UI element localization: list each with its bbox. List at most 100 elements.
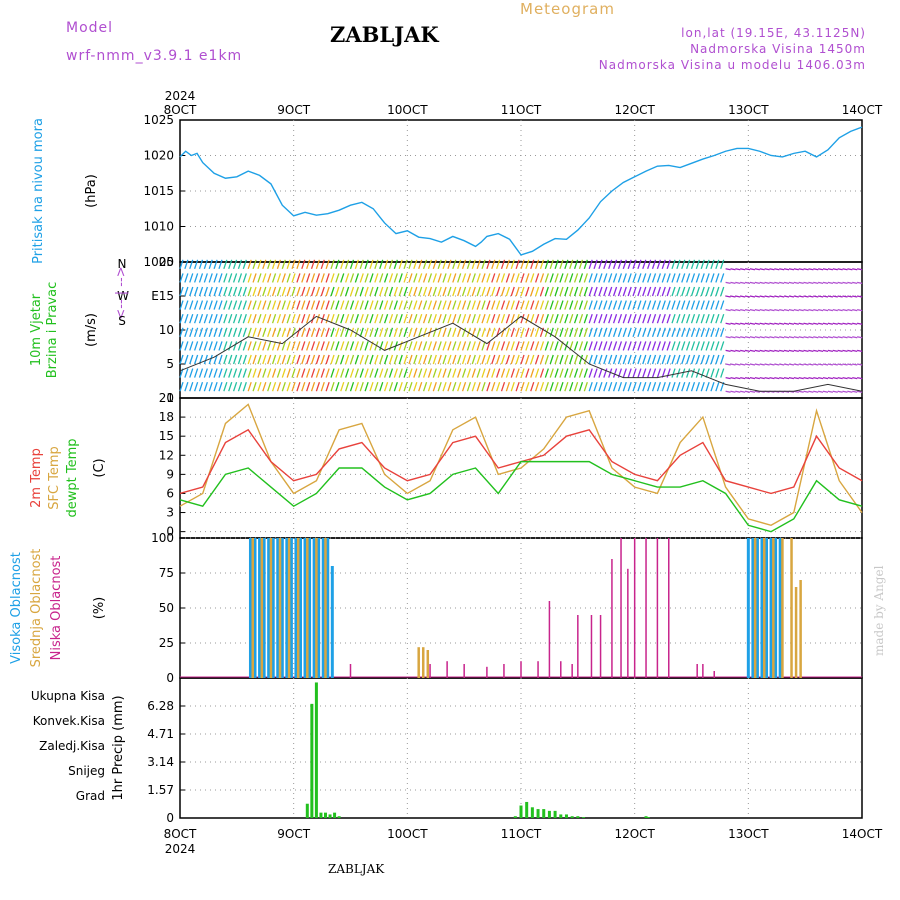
wind-barb — [783, 376, 790, 380]
wind-barb — [827, 336, 834, 339]
wind-barb — [452, 341, 457, 351]
wind-barb — [252, 381, 257, 392]
wind-barb — [408, 259, 413, 270]
wind-barb — [686, 327, 691, 338]
wind-barb — [281, 286, 286, 297]
cloud-high-bar — [276, 538, 280, 678]
wind-barb — [651, 354, 657, 365]
wind-barb — [310, 300, 316, 310]
wind-barb — [573, 368, 579, 378]
wind-barb — [744, 268, 751, 271]
wind-barb — [306, 259, 311, 270]
wind-barb — [656, 354, 662, 365]
cloud-high-bar — [769, 538, 773, 678]
wind-barb — [622, 259, 627, 270]
wind-barb — [232, 368, 238, 378]
wind-barb — [651, 341, 657, 351]
wind-barb — [686, 313, 691, 324]
wind-barb — [671, 381, 676, 392]
wind-barb — [364, 368, 369, 378]
wind-barb — [598, 273, 603, 283]
wind-barb — [427, 313, 433, 324]
wind-barb — [457, 354, 462, 365]
wind-barb — [813, 376, 819, 380]
wind-barb — [340, 327, 345, 338]
wind-barb — [798, 363, 804, 366]
wind-barb — [715, 259, 720, 270]
wind-barb — [632, 286, 637, 297]
cloud-ylabel-1: Visoka Oblacnost — [9, 552, 24, 664]
wind-barb — [608, 354, 613, 365]
wind-barb — [510, 368, 515, 378]
wind-barb — [793, 336, 799, 339]
wind-barb — [228, 273, 233, 283]
wind-barb — [666, 381, 671, 392]
wind-barb — [656, 327, 662, 338]
wind-barb — [471, 354, 476, 365]
wind-barb — [857, 268, 863, 271]
wind-barb — [783, 336, 790, 339]
wind-barb — [671, 313, 676, 324]
wind-barb — [398, 259, 403, 270]
wind-barb — [520, 259, 525, 270]
wind-barb — [189, 259, 194, 270]
wind-barb — [637, 313, 642, 324]
wind-barb — [515, 381, 520, 392]
sfc-temp-line — [179, 403, 863, 527]
wind-barb — [827, 281, 834, 285]
wind-barb — [647, 300, 652, 310]
wind-barb — [461, 381, 467, 392]
wind-barb — [788, 363, 795, 366]
wind-barb — [281, 259, 286, 270]
wind-barb — [608, 273, 613, 283]
wind-barb — [452, 368, 457, 378]
wind-barb — [827, 349, 834, 353]
wind-barb — [242, 300, 247, 310]
wind-barb — [335, 273, 340, 283]
cloud-low-bar — [696, 664, 698, 678]
wind-barb — [193, 368, 199, 378]
wind-barb — [515, 354, 520, 365]
wind-barb — [598, 341, 603, 351]
wind-barb — [530, 300, 535, 310]
wind-barb — [427, 273, 433, 283]
wind-barb — [749, 268, 756, 271]
wind-barb — [515, 300, 520, 310]
wind-barb — [842, 322, 848, 325]
cloud-mid-bar — [315, 538, 318, 678]
precip-bar — [559, 814, 563, 818]
wind-barb — [413, 286, 418, 297]
wind-barb — [349, 381, 355, 392]
cloud-low-bar — [429, 664, 431, 678]
wind-barb — [735, 281, 741, 285]
wind-barb — [203, 313, 208, 324]
wind-barb — [281, 327, 286, 338]
wind-barb — [686, 354, 691, 365]
wind-barb — [466, 313, 472, 324]
wind-barb — [779, 376, 785, 380]
wind-barb — [383, 273, 389, 283]
wind-barb — [388, 368, 394, 378]
wind-barb — [281, 368, 286, 378]
wind-barb — [583, 341, 588, 351]
wind-barb — [744, 376, 751, 380]
wind-barb — [715, 286, 720, 297]
wind-barb — [686, 273, 691, 283]
wind-barb — [218, 259, 223, 270]
wind-barb — [759, 336, 765, 339]
wind-barb — [715, 327, 720, 338]
wind-barb — [466, 286, 472, 297]
cloud-mid-bar — [417, 647, 420, 678]
wind-barb — [223, 259, 228, 270]
wind-barb — [764, 322, 770, 325]
wind-barb — [578, 286, 584, 297]
wind-barb — [564, 259, 569, 270]
cloud-high-bar — [294, 538, 298, 678]
cloud-mid-bar — [781, 538, 784, 678]
wind-barb — [500, 327, 506, 338]
wind-barb — [179, 286, 184, 297]
wind-barb — [442, 368, 447, 378]
wind-barb — [554, 368, 559, 378]
wind-barb — [764, 376, 770, 380]
wind-barb — [442, 381, 447, 392]
